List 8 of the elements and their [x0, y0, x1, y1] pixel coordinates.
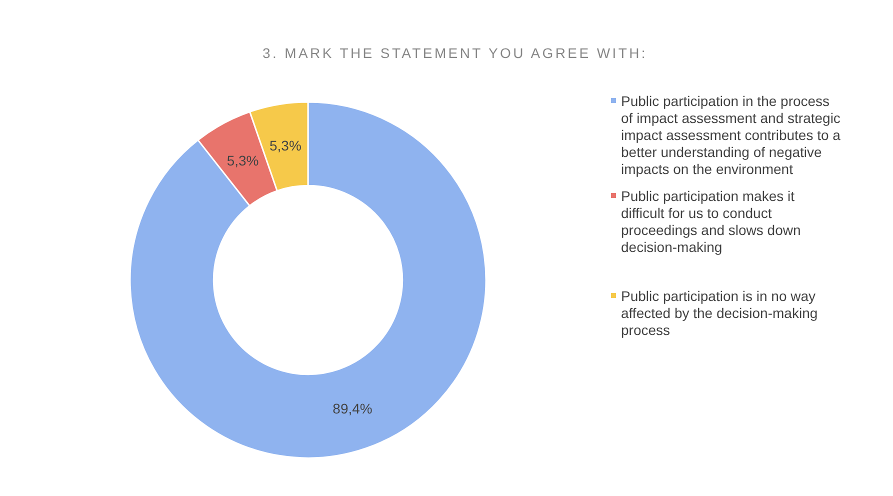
data-label: 5,3% [226, 152, 259, 168]
donut-slice [129, 101, 487, 459]
legend-label: Public participation makes it difficult for us to conduct proceedings and slows down decision-making [621, 188, 801, 255]
data-label: 89,4% [332, 400, 372, 417]
legend-label: Public participation in the process of impact assessment and strategic impact assessment contributes to a better understanding of negative impacts on the environment [621, 93, 841, 177]
chart-title: 3. MARK THE STATEMENT YOU AGREE WITH: [262, 45, 648, 61]
data-label: 5,3% [269, 138, 302, 154]
legend-label: Public participation is in no way affected by the decision-making process [621, 288, 818, 338]
